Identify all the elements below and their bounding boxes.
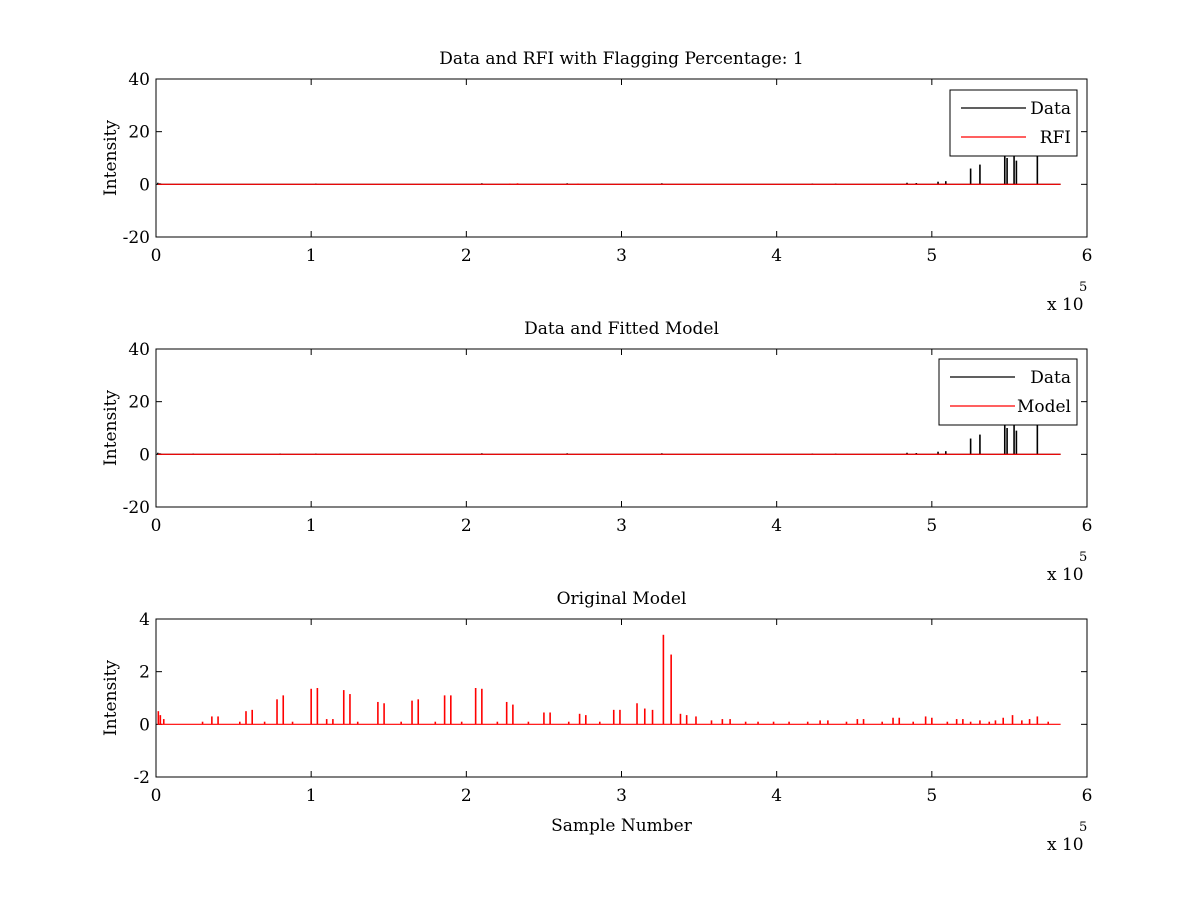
chart-title: Data and RFI with Flagging Percentage: 1 bbox=[439, 49, 803, 69]
y-tick-label: 20 bbox=[128, 393, 150, 413]
x-tick-label: 3 bbox=[616, 246, 627, 266]
x-tick-label: 4 bbox=[771, 516, 782, 536]
y-axis-label: Intensity bbox=[101, 390, 121, 466]
x-exponent: 5 bbox=[1079, 820, 1087, 835]
axes-box bbox=[155, 348, 1088, 508]
legend: Data RFI bbox=[949, 89, 1078, 157]
x-tick-label: 6 bbox=[1082, 246, 1093, 266]
y-tick-label: 4 bbox=[139, 610, 150, 630]
axes-box bbox=[155, 618, 1088, 778]
chart-title: Original Model bbox=[557, 589, 687, 609]
legend-entry: RFI bbox=[1040, 128, 1071, 148]
x-exponent: 5 bbox=[1079, 280, 1087, 295]
x-axis-label: Sample Number bbox=[551, 816, 693, 836]
x-exponent: 5 bbox=[1079, 550, 1087, 565]
y-tick-label: -2 bbox=[133, 768, 150, 788]
x-exponent-label: x 10 bbox=[1047, 565, 1084, 585]
y-axis-label: Intensity bbox=[101, 120, 121, 196]
x-exponent-label: x 10 bbox=[1047, 835, 1084, 855]
legend-entry: Model bbox=[1017, 397, 1071, 417]
x-tick-label: 2 bbox=[461, 246, 472, 266]
x-tick-label: 0 bbox=[151, 246, 162, 266]
y-tick-label: 2 bbox=[139, 663, 150, 683]
series-1 bbox=[157, 634, 1061, 725]
subplot-1: Data and RFI with Flagging Percentage: 1… bbox=[101, 49, 1092, 315]
y-tick-label: 20 bbox=[128, 123, 150, 143]
x-tick-label: 1 bbox=[306, 516, 317, 536]
x-tick-label: 2 bbox=[461, 516, 472, 536]
x-tick-label: 4 bbox=[771, 786, 782, 806]
y-tick-label: 0 bbox=[139, 715, 150, 735]
x-tick-label: 5 bbox=[926, 246, 937, 266]
x-tick-label: 6 bbox=[1082, 786, 1093, 806]
y-tick-label: 40 bbox=[128, 340, 150, 360]
legend: Data Model bbox=[938, 358, 1078, 426]
x-tick-label: 0 bbox=[151, 786, 162, 806]
y-tick-label: 0 bbox=[139, 175, 150, 195]
y-tick-label: 0 bbox=[139, 445, 150, 465]
legend-entry: Data bbox=[1030, 99, 1071, 119]
chart-title: Data and Fitted Model bbox=[524, 319, 719, 339]
x-tick-label: 3 bbox=[616, 516, 627, 536]
x-tick-label: 5 bbox=[926, 516, 937, 536]
y-tick-label: -20 bbox=[123, 498, 150, 518]
x-tick-label: 1 bbox=[306, 786, 317, 806]
legend-box bbox=[949, 89, 1078, 157]
y-tick-label: -20 bbox=[123, 228, 150, 248]
x-tick-label: 5 bbox=[926, 786, 937, 806]
x-tick-label: 0 bbox=[151, 516, 162, 536]
y-tick-label: 40 bbox=[128, 70, 150, 90]
x-tick-label: 3 bbox=[616, 786, 627, 806]
x-tick-label: 6 bbox=[1082, 516, 1093, 536]
x-exponent-label: x 10 bbox=[1047, 295, 1084, 315]
series-2 bbox=[158, 183, 1061, 185]
x-tick-label: 4 bbox=[771, 246, 782, 266]
axes-box bbox=[155, 78, 1088, 238]
y-axis-label: Intensity bbox=[101, 660, 121, 736]
legend-box bbox=[938, 358, 1078, 426]
x-tick-label: 1 bbox=[306, 246, 317, 266]
legend-entry: Data bbox=[1030, 368, 1071, 388]
x-tick-label: 2 bbox=[461, 786, 472, 806]
